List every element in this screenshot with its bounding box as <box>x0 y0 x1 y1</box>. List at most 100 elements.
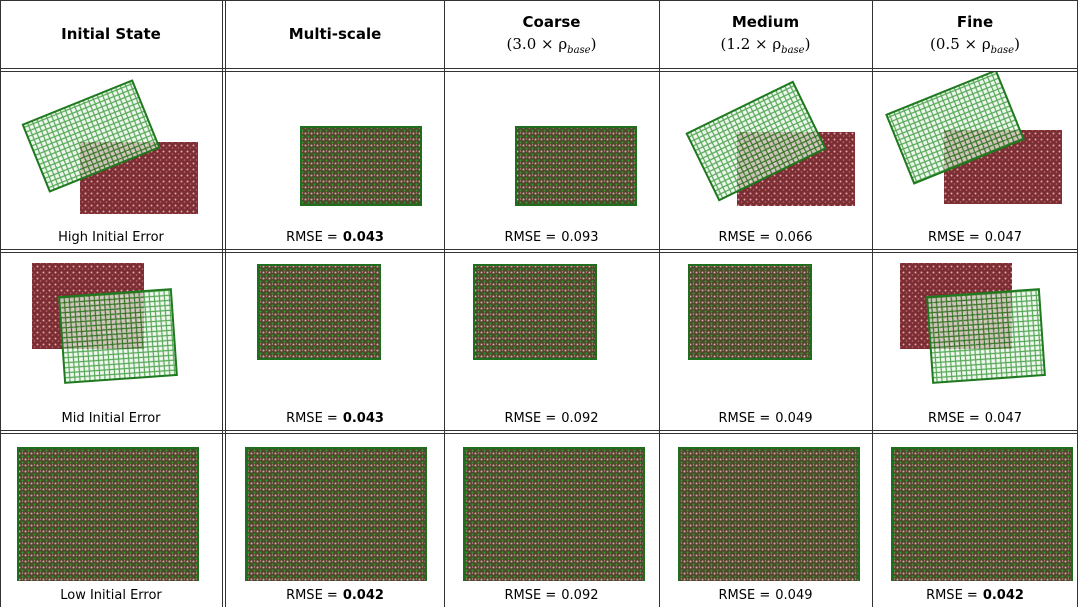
rmse-label: RMSE = <box>928 411 980 426</box>
h-rule <box>0 68 1078 69</box>
table-cell: RMSE = 0.049 <box>659 253 872 430</box>
column-header: Multi-scale <box>226 0 444 68</box>
rmse-value: 0.049 <box>775 588 812 603</box>
aligned-cloud <box>301 127 421 205</box>
formula-subscript: base <box>991 45 1014 56</box>
rmse-label: RMSE = <box>286 588 338 603</box>
column-title: Fine <box>957 13 993 31</box>
rmse-value: 0.042 <box>343 588 384 603</box>
rmse-label: RMSE = <box>928 230 980 245</box>
cell-label: RMSE = 0.092 <box>444 411 659 426</box>
row-label: High Initial Error <box>58 230 164 245</box>
cell-label: RMSE = 0.049 <box>659 411 872 426</box>
rmse-label: RMSE = <box>926 588 978 603</box>
rmse-value: 0.092 <box>561 411 598 426</box>
column-header: Coarse (3.0 × ρbase) <box>444 0 659 68</box>
point-cloud-image <box>0 72 222 223</box>
aligned-cloud <box>18 448 198 581</box>
rmse-value: 0.092 <box>561 588 598 603</box>
v-rule <box>222 0 223 607</box>
point-cloud-image <box>444 72 659 223</box>
rmse-label: RMSE = <box>719 230 771 245</box>
table-cell: RMSE =0.093 <box>444 72 659 249</box>
cell-label: RMSE = 0.042 <box>226 588 444 603</box>
v-rule <box>444 0 445 607</box>
cell-label: RMSE = 0.047 <box>872 230 1078 245</box>
point-cloud-image <box>659 72 872 223</box>
v-rule <box>225 0 226 607</box>
formula-text: ) <box>805 35 811 53</box>
formula-text: (3.0 × ρ <box>507 35 568 53</box>
h-rule <box>0 249 1078 250</box>
formula-text: (0.5 × ρ <box>930 35 991 53</box>
point-cloud-image <box>0 253 222 404</box>
point-cloud-image <box>872 253 1078 404</box>
row-label: Mid Initial Error <box>61 411 160 426</box>
cell-label: RMSE =0.093 <box>444 230 659 245</box>
point-cloud-image <box>0 434 222 581</box>
rmse-value: 0.047 <box>985 411 1022 426</box>
h-rule <box>0 252 1078 253</box>
aligned-cloud <box>689 265 811 359</box>
table-cell: RMSE =0.092 <box>444 434 659 607</box>
cell-label: RMSE =0.043 <box>226 411 444 426</box>
rmse-value: 0.043 <box>343 230 384 245</box>
cell-label: RMSE = 0.042 <box>872 588 1078 603</box>
point-cloud-image <box>659 434 872 581</box>
h-rule <box>0 0 1078 1</box>
rmse-label: RMSE = <box>286 230 338 245</box>
rmse-value: 0.049 <box>775 411 812 426</box>
table-cell: RMSE =0.043 <box>226 253 444 430</box>
column-formula: (3.0 × ρbase) <box>507 35 597 56</box>
point-cloud-image <box>444 253 659 404</box>
row-label: Low Initial Error <box>60 588 162 603</box>
cell-label: RMSE =0.049 <box>659 588 872 603</box>
point-cloud-image <box>659 253 872 404</box>
cell-label: RMSE =0.066 <box>659 230 872 245</box>
table-cell: Mid Initial Error <box>0 253 222 430</box>
point-cloud-image <box>226 434 444 581</box>
column-header: Fine (0.5 × ρbase) <box>872 0 1078 68</box>
source-cloud <box>59 289 177 383</box>
point-cloud-image <box>872 434 1078 581</box>
formula-text: ) <box>591 35 597 53</box>
v-rule <box>872 0 873 607</box>
point-cloud-image <box>444 434 659 581</box>
formula-text: ) <box>1014 35 1020 53</box>
column-title: Multi-scale <box>289 25 382 43</box>
column-title: Coarse <box>523 13 581 31</box>
aligned-cloud <box>679 448 859 581</box>
column-header: Initial State <box>0 0 222 68</box>
aligned-cloud <box>474 265 596 359</box>
source-cloud <box>927 289 1045 383</box>
aligned-cloud <box>246 448 426 581</box>
cell-label: Low Initial Error <box>0 588 222 603</box>
h-rule <box>0 430 1078 431</box>
cell-label: Mid Initial Error <box>0 411 222 426</box>
aligned-cloud <box>892 448 1072 581</box>
point-cloud-image <box>226 72 444 223</box>
rmse-value: 0.047 <box>985 230 1022 245</box>
formula-subscript: base <box>781 45 804 56</box>
rmse-label: RMSE = <box>719 411 771 426</box>
column-header: Medium (1.2 × ρbase) <box>659 0 872 68</box>
column-title: Medium <box>732 13 799 31</box>
point-cloud-image <box>872 72 1078 223</box>
point-cloud-image <box>226 253 444 404</box>
v-rule <box>659 0 660 607</box>
rmse-label: RMSE = <box>286 411 338 426</box>
table-cell: RMSE = 0.047 <box>872 72 1078 249</box>
h-rule <box>0 433 1078 434</box>
column-title: Initial State <box>61 25 161 43</box>
rmse-label: RMSE = <box>505 230 557 245</box>
cell-label: RMSE = 0.047 <box>872 411 1078 426</box>
formula-subscript: base <box>567 45 590 56</box>
table-cell: RMSE = 0.042 <box>872 434 1078 607</box>
table-cell: High Initial Error <box>0 72 222 249</box>
cell-label: High Initial Error <box>0 230 222 245</box>
cell-label: RMSE = 0.043 <box>226 230 444 245</box>
formula-text: (1.2 × ρ <box>721 35 782 53</box>
rmse-label: RMSE = <box>505 411 557 426</box>
table-cell: RMSE =0.066 <box>659 72 872 249</box>
rmse-value: 0.042 <box>983 588 1024 603</box>
